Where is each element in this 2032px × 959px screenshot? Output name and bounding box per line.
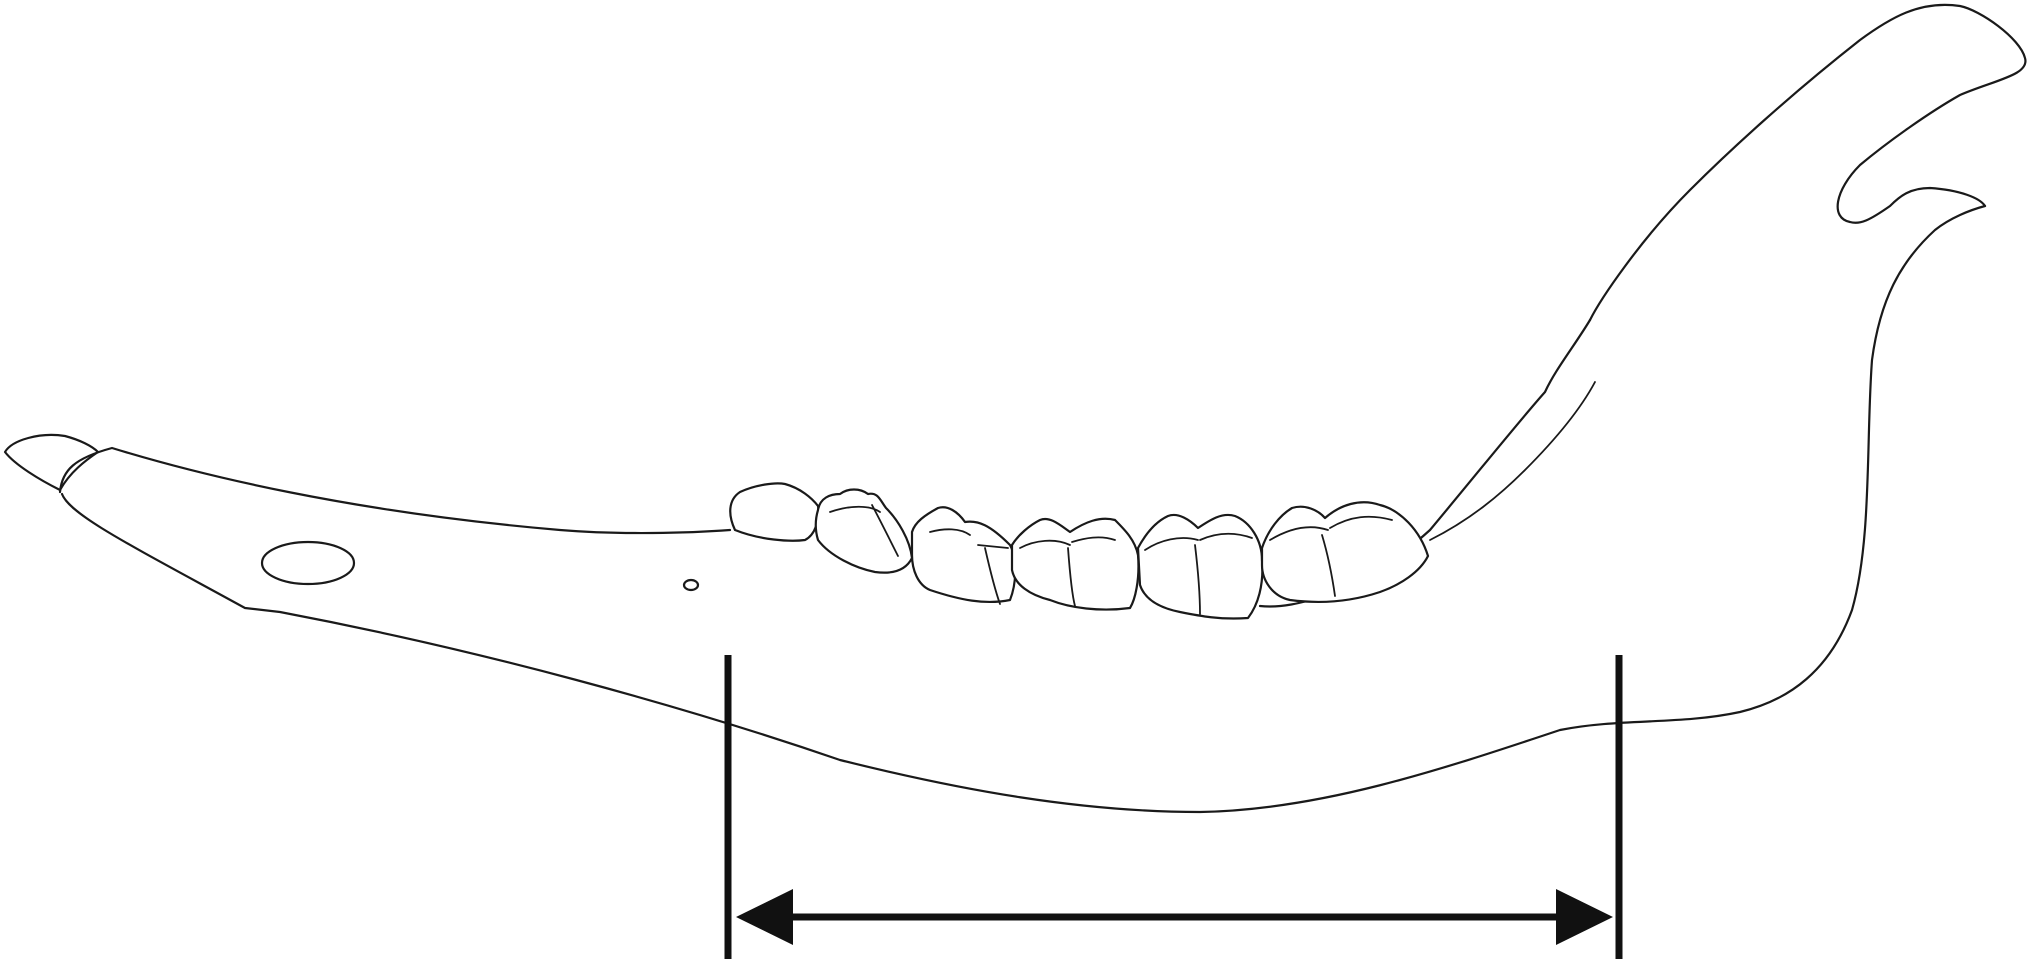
premolar-1 xyxy=(729,482,820,542)
molar-3 xyxy=(1136,513,1264,620)
mental-foramen xyxy=(260,540,356,586)
molar-3-cusp xyxy=(1144,532,1253,615)
tooth-row xyxy=(729,482,1430,620)
measurement-indicator xyxy=(724,655,1623,959)
molar-4-cusp xyxy=(1269,515,1393,597)
premolar-2 xyxy=(814,488,914,574)
arrow-head-right xyxy=(1556,889,1613,945)
jaw-lower-edge xyxy=(60,204,1987,814)
premolar-2-cusp xyxy=(829,504,899,557)
molar-1 xyxy=(910,506,1017,604)
molar-2 xyxy=(1010,517,1140,611)
jaw-upper-edge xyxy=(58,446,732,535)
molar-2-cusp xyxy=(1019,536,1116,607)
incisor xyxy=(3,433,100,492)
mandibular-notch xyxy=(1588,3,2027,322)
molar-1-cusp xyxy=(929,528,1009,605)
small-foramen xyxy=(682,578,700,592)
molar-4 xyxy=(1260,501,1430,604)
arrow-head-left xyxy=(736,889,793,945)
mandible xyxy=(3,3,2027,814)
ramus-ridge xyxy=(1429,381,1596,541)
double-headed-arrow-icon xyxy=(736,889,1613,945)
